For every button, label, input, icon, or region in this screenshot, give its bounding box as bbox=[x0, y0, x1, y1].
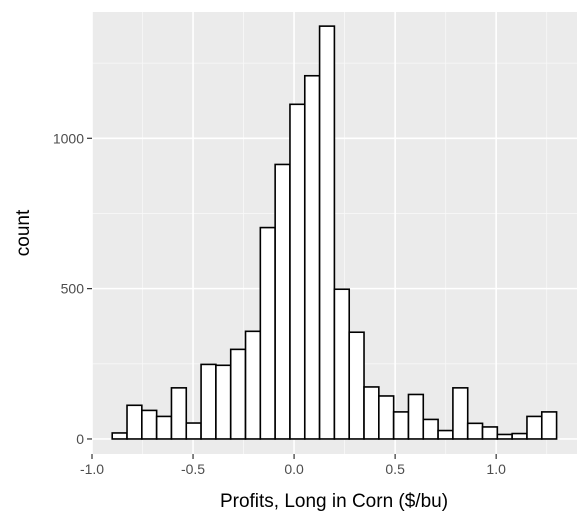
histogram-bar bbox=[200, 363, 217, 440]
histogram-bar bbox=[126, 404, 143, 440]
histogram-bar bbox=[155, 415, 173, 440]
x-tick-label: -0.5 bbox=[181, 461, 205, 477]
y-axis-title: count bbox=[13, 209, 34, 256]
histogram-bar bbox=[215, 364, 232, 440]
histogram-bar bbox=[378, 395, 395, 440]
y-tick-label: 1000 bbox=[53, 130, 84, 146]
x-axis-title: Profits, Long in Corn ($/bu) bbox=[220, 491, 448, 512]
histogram-bar bbox=[318, 25, 336, 440]
histogram-bar bbox=[229, 348, 247, 440]
histogram-bar bbox=[348, 331, 365, 440]
histogram-bar bbox=[540, 411, 558, 440]
x-tick-label: -1.0 bbox=[80, 461, 104, 477]
y-tick-label: 500 bbox=[61, 281, 85, 297]
histogram-bar bbox=[392, 411, 410, 440]
histogram-bar bbox=[452, 387, 469, 440]
y-tick-label: 0 bbox=[76, 431, 84, 447]
x-tick-label: 1.0 bbox=[486, 461, 506, 477]
histogram-bar bbox=[437, 429, 454, 440]
histogram-bar bbox=[170, 387, 188, 440]
histogram-bar bbox=[274, 163, 291, 440]
x-tick-label: 0.5 bbox=[385, 461, 405, 477]
histogram-bar bbox=[496, 433, 513, 440]
histogram-bar bbox=[303, 74, 321, 440]
histogram-bar bbox=[244, 330, 262, 440]
histogram-bar bbox=[333, 288, 351, 440]
histogram-bar bbox=[511, 432, 528, 440]
histogram-bar bbox=[185, 422, 202, 440]
histogram-bar bbox=[289, 103, 306, 440]
x-axis: -1.0 -0.5 0.0 0.5 1.0 bbox=[80, 454, 506, 477]
x-tick-label: 0.0 bbox=[284, 461, 304, 477]
y-axis: 0 500 1000 bbox=[53, 130, 92, 447]
histogram-bar bbox=[141, 409, 158, 440]
histogram-bar bbox=[407, 393, 425, 440]
histogram-bars bbox=[111, 25, 558, 440]
histogram-bar bbox=[422, 418, 439, 440]
histogram-bar bbox=[111, 432, 128, 440]
histogram-bar bbox=[481, 426, 499, 440]
histogram-bar bbox=[259, 226, 276, 440]
histogram-bar bbox=[363, 386, 380, 440]
histogram-bar bbox=[466, 422, 484, 440]
histogram-bar bbox=[526, 415, 543, 440]
